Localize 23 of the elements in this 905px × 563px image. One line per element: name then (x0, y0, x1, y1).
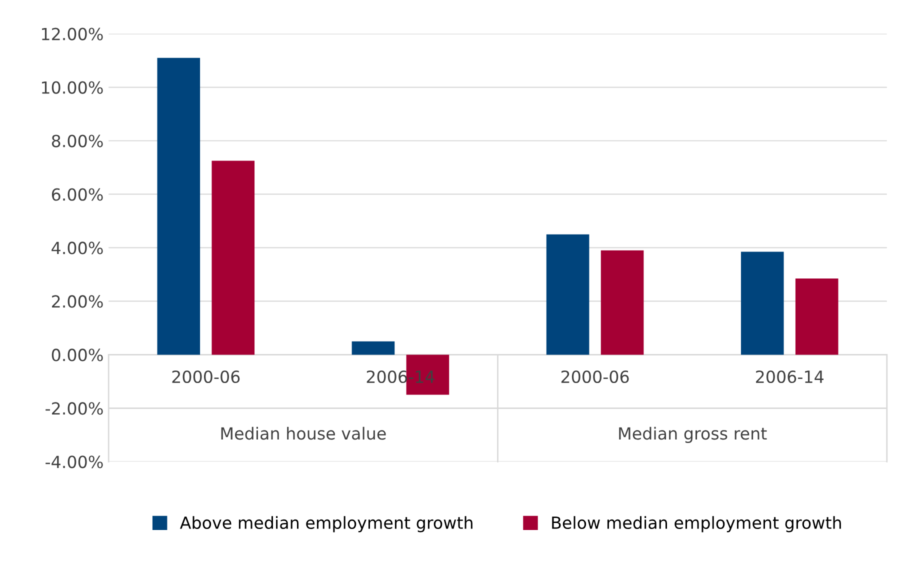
bar (600, 250, 644, 355)
legend-label: Below median employment growth (552, 516, 841, 532)
y-tick-label: 10.00% (42, 81, 103, 94)
y-tick-label: 6.00% (52, 188, 103, 201)
annotation: Median gross rent (619, 426, 767, 443)
annotation: Median house value (221, 426, 386, 440)
y-tick-label: -4.00% (46, 456, 103, 468)
x-tick-label: 2006-14 (756, 370, 824, 384)
bar (157, 58, 200, 355)
x-tick-label: 2000-06 (561, 370, 629, 384)
bar (740, 252, 784, 355)
y-tick-label: 4.00% (52, 242, 103, 254)
y-tick-label: 12.00% (42, 28, 103, 40)
bar (212, 160, 255, 355)
bar (795, 278, 838, 355)
y-tick-label: 8.00% (52, 134, 103, 148)
bar (352, 341, 395, 355)
bar (546, 234, 590, 355)
y-tick-label: 0.00% (52, 348, 103, 362)
x-tick-label: 2000-06 (172, 370, 240, 384)
y-tick-label: 2.00% (52, 295, 103, 308)
legend-label: Above median employment growth (180, 516, 472, 532)
y-tick-label: -2.00% (46, 402, 103, 415)
